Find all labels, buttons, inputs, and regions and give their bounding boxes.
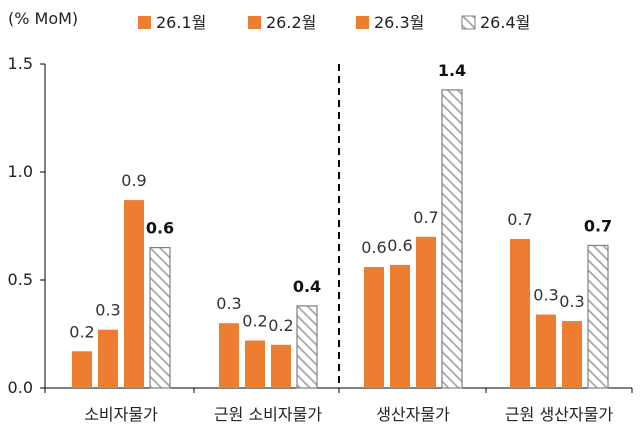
data-label: 0.6 xyxy=(146,219,174,238)
legend-label: 26.1월 xyxy=(156,13,206,32)
legend-swatch xyxy=(248,16,261,29)
bar xyxy=(72,351,92,388)
bar xyxy=(587,244,609,389)
bar xyxy=(124,200,144,388)
legend-label: 26.2월 xyxy=(266,13,316,32)
y-tick-label: 1.0 xyxy=(8,162,33,181)
legend-label: 26.3월 xyxy=(374,13,424,32)
bar xyxy=(296,305,318,389)
category-label: 근원 소비자물가 xyxy=(214,405,322,424)
bar xyxy=(245,340,265,388)
bars: 0.20.30.60.70.30.20.60.30.90.20.70.30.60… xyxy=(69,61,612,389)
category-label: 근원 생산자물가 xyxy=(505,405,613,424)
bar xyxy=(510,238,530,388)
category-label: 생산자물가 xyxy=(376,405,450,424)
bar xyxy=(149,247,171,389)
data-label: 0.6 xyxy=(361,238,386,257)
data-label: 0.2 xyxy=(69,322,94,341)
data-label: 0.7 xyxy=(507,210,532,229)
bar xyxy=(364,267,384,388)
axes: 0.0 0.5 1.0 1.5 소비자물가 근원 소비자물가 생산자물가 근원 생산자물가 xyxy=(8,54,633,424)
bar xyxy=(441,89,463,389)
data-label: 0.3 xyxy=(216,294,241,313)
bar xyxy=(562,321,582,388)
legend-swatch xyxy=(461,15,476,30)
data-label: 0.7 xyxy=(584,216,612,235)
legend-item: 26.1월 xyxy=(138,13,206,32)
legend-label: 26.4월 xyxy=(480,13,530,32)
data-label: 0.9 xyxy=(121,171,146,190)
data-label: 0.6 xyxy=(387,236,412,255)
data-label: 0.4 xyxy=(293,277,321,296)
data-label: 0.2 xyxy=(242,311,267,330)
legend-item: 26.2월 xyxy=(248,13,316,32)
bar xyxy=(219,323,239,388)
y-tick-label: 0.0 xyxy=(8,378,33,397)
data-label: 0.3 xyxy=(95,301,120,320)
bar xyxy=(98,329,118,388)
bar xyxy=(271,344,291,388)
bar xyxy=(390,264,410,388)
unit-label: (% MoM) xyxy=(8,9,78,28)
category-label: 소비자물가 xyxy=(84,405,158,424)
legend-swatch xyxy=(138,16,151,29)
legend-item: 26.3월 xyxy=(356,13,424,32)
bar xyxy=(536,314,556,388)
data-label: 0.3 xyxy=(533,286,558,305)
legend-swatch xyxy=(356,16,369,29)
y-tick-label: 0.5 xyxy=(8,270,33,289)
legend: 26.1월 26.2월 26.3월 26.4월 xyxy=(138,13,530,32)
bar xyxy=(416,236,436,388)
data-label: 0.7 xyxy=(413,208,438,227)
data-label: 0.2 xyxy=(268,316,293,335)
legend-item: 26.4월 xyxy=(461,13,530,32)
data-label: 0.3 xyxy=(559,292,584,311)
data-label: 1.4 xyxy=(438,61,466,80)
y-tick-label: 1.5 xyxy=(8,54,33,73)
